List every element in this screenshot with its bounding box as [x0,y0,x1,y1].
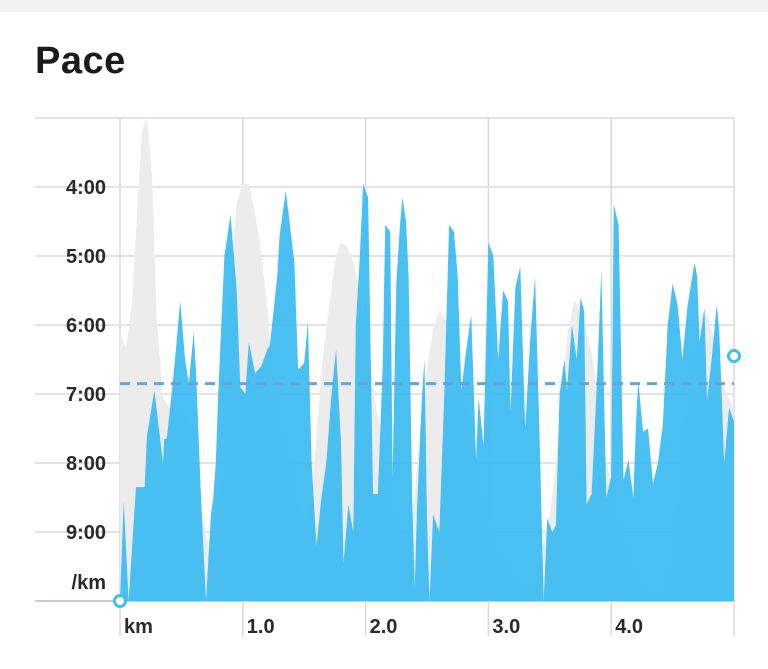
endpoint-markers [113,349,741,608]
pace-area-path [120,183,734,601]
y-tick-label: 9:00 [66,522,106,544]
x-tick-label: 3.0 [492,616,520,638]
y-tick-label: 6:00 [66,315,106,337]
y-tick-label: 8:00 [66,453,106,475]
pace-area [120,183,734,601]
start-marker [113,594,127,608]
y-tick-label: 4:00 [66,177,106,199]
y-unit-label: /km [72,572,106,594]
x-tick-label: 1.0 [247,616,275,638]
end-marker [727,349,741,364]
x-tick-label: 2.0 [370,616,398,638]
x-tick-label: 4.0 [615,616,643,638]
y-tick-label: 5:00 [66,246,106,268]
y-axis-tick-labels: 4:00 5:00 6:00 7:00 8:00 9:00/km [66,177,106,594]
top-bar [0,0,768,12]
x-unit-label: km [124,616,153,638]
y-tick-label: 7:00 [66,384,106,406]
chart-title: Pace [35,40,126,82]
x-axis-tick-labels: km 1.0 2.0 3.0 4.0 [124,616,643,638]
